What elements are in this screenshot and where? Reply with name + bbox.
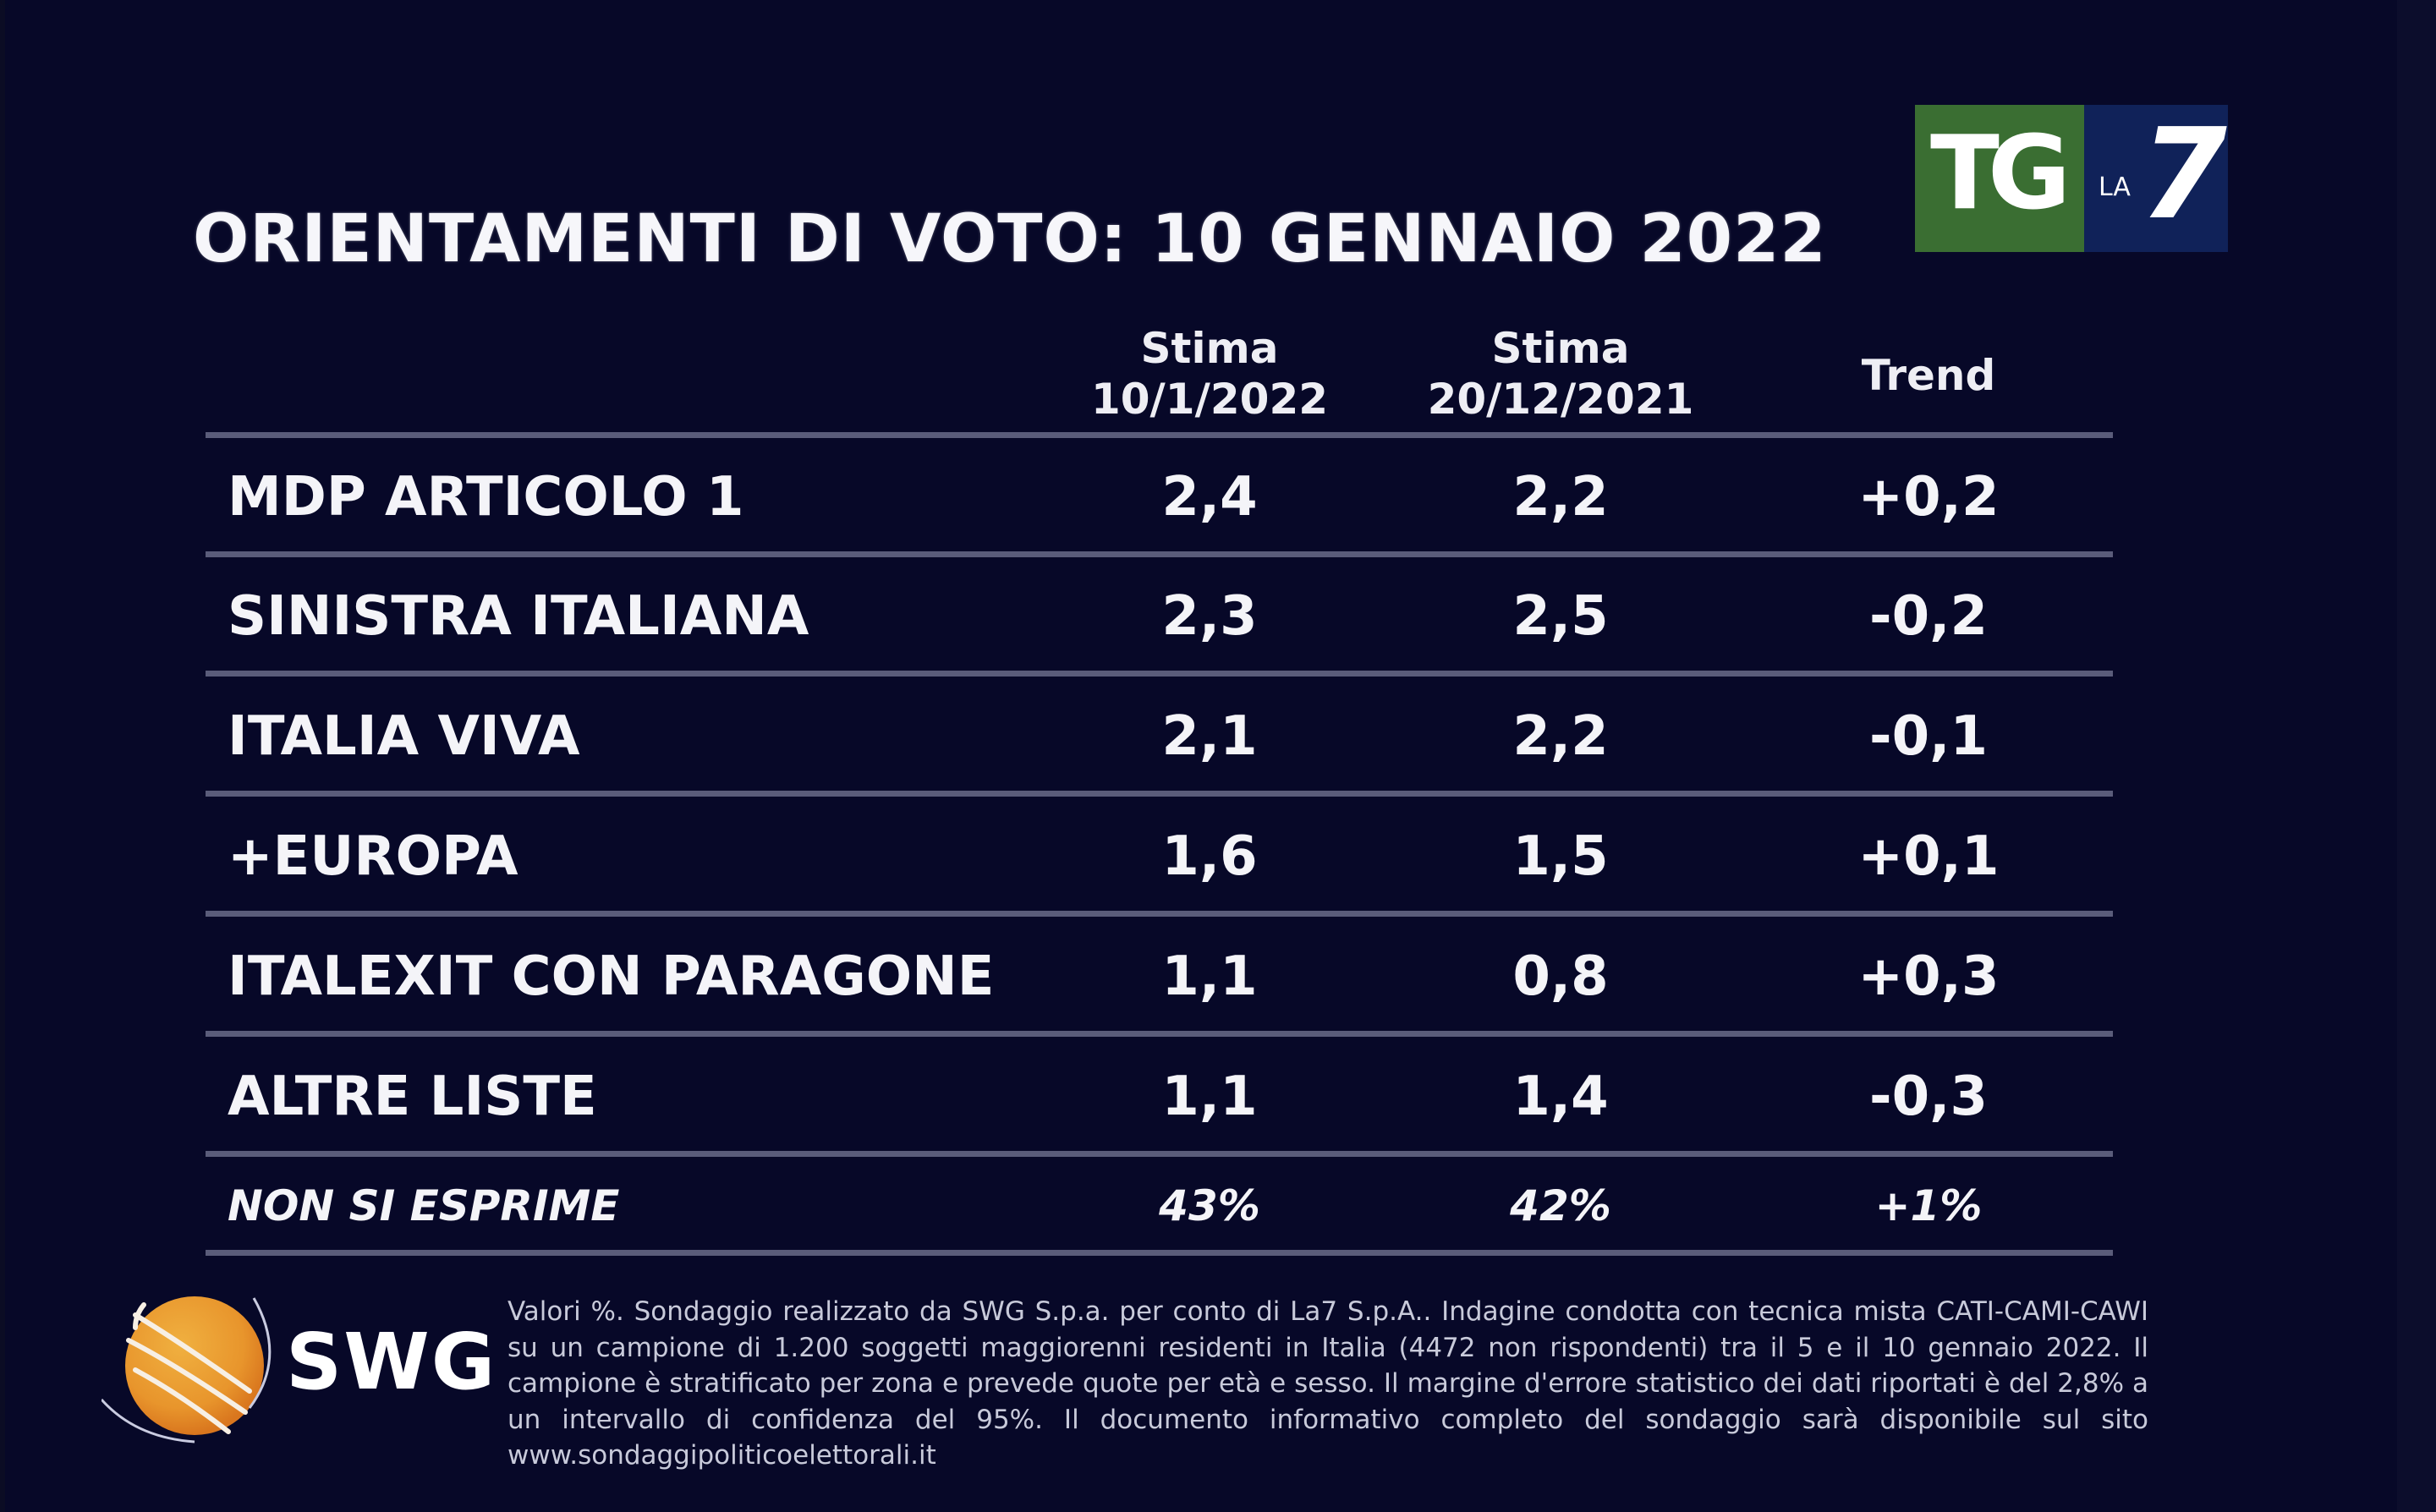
trend-value: +0,3 [1857, 945, 2000, 1008]
column-header-current: Stima 10/1/2022 [1040, 323, 1379, 425]
column-header-previous: Stima 20/12/2021 [1391, 323, 1730, 425]
table-divider [206, 1250, 2113, 1256]
table-row: ITALIA VIVA 2,1 2,2 -0,1 [206, 680, 2113, 793]
non-expressed-previous: 42% [1510, 1181, 1611, 1230]
swg-logo-text: SWG [286, 1317, 497, 1407]
table-row: +EUROPA 1,6 1,5 +0,1 [206, 800, 2113, 913]
swg-logo: SWG [102, 1281, 495, 1450]
table-row: SINISTRA ITALIANA 2,3 2,5 -0,2 [206, 560, 2113, 673]
party-name: SINISTRA ITALIANA [228, 585, 809, 648]
party-name: +EUROPA [228, 825, 518, 888]
table-divider [206, 911, 2113, 917]
previous-value: 2,5 [1512, 585, 1609, 648]
table-divider [206, 551, 2113, 557]
previous-value: 1,4 [1512, 1066, 1609, 1128]
table-divider [206, 671, 2113, 677]
table-divider [206, 432, 2113, 438]
current-value: 2,3 [1161, 585, 1258, 648]
party-name: ITALEXIT CON PARAGONE [228, 945, 995, 1008]
tg-logo-blue-block [2084, 105, 2228, 252]
tg-logo-text: TG [1930, 115, 2071, 233]
column-header-current-line2: 10/1/2022 [1090, 375, 1329, 424]
current-value: 2,1 [1161, 705, 1258, 768]
trend-value: +0,1 [1857, 825, 2000, 888]
trend-value: +0,2 [1857, 466, 2000, 529]
table-divider [206, 1031, 2113, 1037]
table-row: MDP ARTICOLO 1 2,4 2,2 +0,2 [206, 441, 2113, 554]
current-value: 1,1 [1161, 945, 1258, 1008]
tg-logo-la-text: LA [2099, 173, 2131, 202]
non-expressed-current: 43% [1159, 1181, 1260, 1230]
methodology-footnote: Valori %. Sondaggio realizzato da SWG S.… [508, 1296, 2148, 1471]
current-value: 1,6 [1161, 825, 1258, 888]
non-expressed-label: NON SI ESPRIME [228, 1181, 620, 1230]
trend-value: -0,3 [1869, 1066, 1988, 1128]
column-header-trend: Trend [1861, 351, 1996, 400]
previous-value: 0,8 [1512, 945, 1609, 1008]
trend-value: -0,1 [1869, 705, 1988, 768]
column-header-current-line1: Stima [1140, 324, 1279, 373]
tg-la7-logo: TG LA 7 [1915, 105, 2228, 252]
table-row: ITALEXIT CON PARAGONE 1,1 0,8 +0,3 [206, 920, 2113, 1033]
slide-title: ORIENTAMENTI DI VOTO: 10 GENNAIO 2022 [193, 201, 1827, 277]
current-value: 1,1 [1161, 1066, 1258, 1128]
trend-value: -0,2 [1869, 585, 1988, 648]
previous-value: 2,2 [1512, 466, 1609, 529]
current-value: 2,4 [1161, 466, 1258, 529]
table-row-non-expressed: NON SI ESPRIME 43% 42% +1% [206, 1155, 2113, 1257]
non-expressed-trend: +1% [1874, 1181, 1983, 1230]
tg-logo-seven-text: 7 [2140, 101, 2227, 247]
column-header-previous-line1: Stima [1491, 324, 1630, 373]
table-divider [206, 791, 2113, 797]
table-row: ALTRE LISTE 1,1 1,4 -0,3 [206, 1040, 2113, 1153]
column-header-previous-line2: 20/12/2021 [1427, 375, 1694, 424]
party-name: ALTRE LISTE [228, 1066, 597, 1128]
party-name: MDP ARTICOLO 1 [228, 466, 744, 529]
party-name: ITALIA VIVA [228, 705, 580, 768]
tg-logo-green-block [1915, 105, 2084, 252]
previous-value: 1,5 [1512, 825, 1609, 888]
previous-value: 2,2 [1512, 705, 1609, 768]
table-divider [206, 1151, 2113, 1157]
swg-globe-icon [102, 1296, 272, 1444]
